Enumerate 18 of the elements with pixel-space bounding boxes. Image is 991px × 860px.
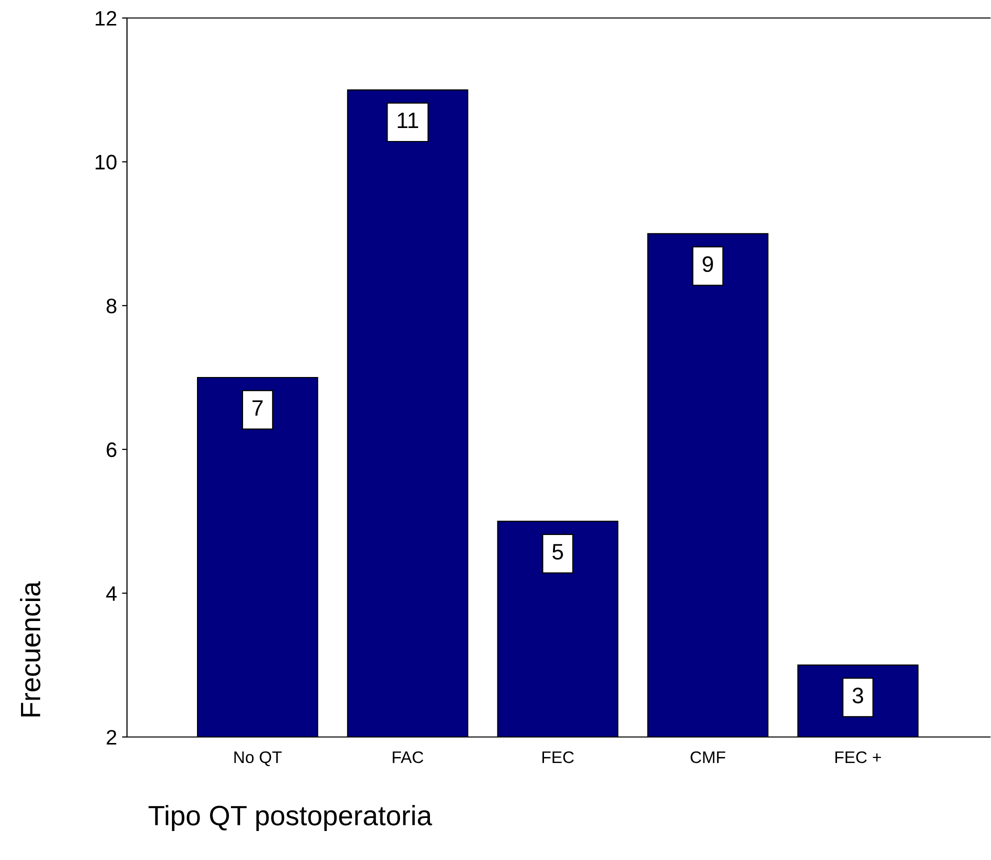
y-tick-label: 12 — [96, 11, 116, 26]
data-label: 5 — [552, 544, 563, 560]
x-tick-label: FAC — [392, 751, 424, 764]
x-tick-label: CMF — [690, 751, 726, 764]
y-tick-label: 10 — [96, 154, 116, 170]
x-tick-label: No QT — [234, 751, 282, 766]
data-label: 9 — [702, 256, 713, 272]
x-tick-label: FEC + — [835, 751, 881, 764]
y-tick-label: 2 — [106, 730, 116, 745]
data-label: 11 — [398, 112, 418, 128]
data-label: 7 — [252, 400, 263, 416]
x-tick-label: FEC — [542, 751, 574, 764]
y-tick-label: 6 — [106, 442, 116, 458]
data-label: 3 — [852, 688, 864, 704]
x-axis-title: Tipo QT postoperatoria — [148, 805, 432, 831]
y-axis-title: Frecuencia — [20, 581, 40, 716]
y-tick-label: 8 — [106, 298, 116, 314]
y-tick-label: 4 — [106, 586, 117, 601]
